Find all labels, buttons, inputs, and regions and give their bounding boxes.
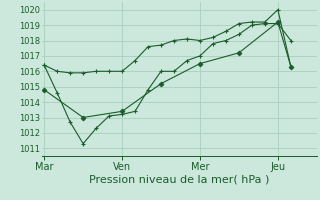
X-axis label: Pression niveau de la mer( hPa ): Pression niveau de la mer( hPa ) [89, 174, 269, 184]
